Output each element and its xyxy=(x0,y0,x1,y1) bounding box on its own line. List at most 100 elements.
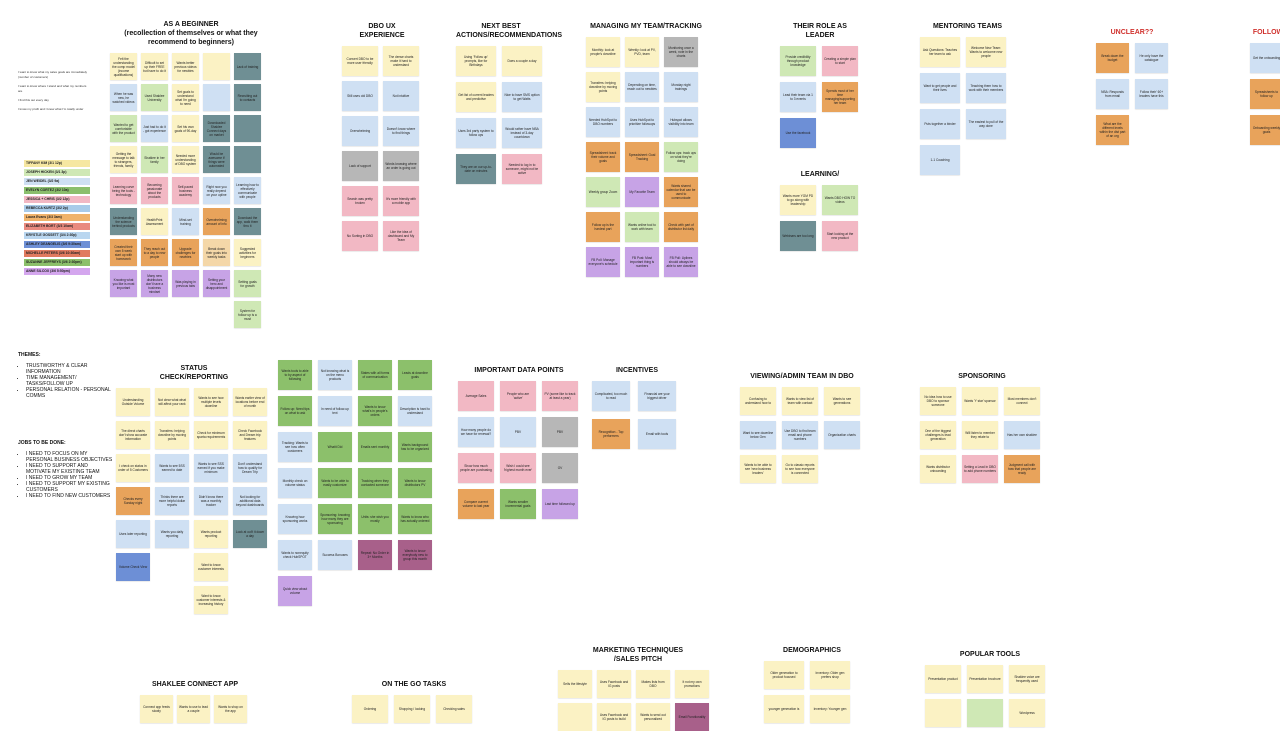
participant: JESSICA + CHRIS (3/2 12p) xyxy=(24,196,90,203)
sticky-note: Wants 'Y star' sponsor xyxy=(962,387,998,415)
sticky-note: Wants to nonequity check HubSPOT xyxy=(278,540,312,570)
participant: ASHLEY DEANGELIS (3/6 9:30am) xyxy=(24,241,90,248)
sticky-note: Understanding Outside Volume xyxy=(116,388,150,416)
sticky-note: Lack of support xyxy=(342,151,378,181)
section: POPULAR TOOLS Presentation product Present… xyxy=(925,650,1055,727)
section: LEARNING/Wants more YGM PD to go along w… xyxy=(780,170,860,251)
section-title: THEIR ROLE AS LEADER xyxy=(793,23,847,39)
sticky-note: Wants shared calendar that can be used t… xyxy=(664,177,698,207)
sticky-note: Many new distributors don't have a busin… xyxy=(141,270,168,297)
sticky-note: Depending on time, reach out to newbies xyxy=(625,72,659,102)
sticky-note: Get list of current leaders and predicti… xyxy=(456,82,496,112)
sticky-note: Get the onboarding xyxy=(1250,43,1280,73)
sticky-note: Becoming passionate about the products xyxy=(141,177,168,204)
sticky-note: Not intuitive xyxy=(383,81,419,111)
sticky-note: Spreadsheet: track their volume and goal… xyxy=(586,142,620,172)
sticky-note: Using 'Follow up' prompts, like for Birt… xyxy=(456,46,496,76)
sticky-note xyxy=(141,301,168,328)
sticky-note: Shaklee in her family xyxy=(141,146,168,173)
sticky-note: Weekly group Zoom xyxy=(586,177,620,207)
sticky-note: OV xyxy=(542,453,578,483)
sticky-note: Wants distributor onboarding xyxy=(920,455,956,483)
sticky-note: Wants online tool to work with team xyxy=(625,212,659,242)
sticky-note xyxy=(203,53,230,80)
sticky-note: Convert DBO to be more user friendly xyxy=(342,46,378,76)
sticky-note: FB Poll: Uplines should always be able t… xyxy=(664,247,698,277)
sticky-note: Want to get people and their lives xyxy=(920,73,960,103)
sticky-note: Understanding the science behind product… xyxy=(110,208,137,235)
section: ON THE GO TASKS Ordering Shopping / lookin… xyxy=(352,680,476,723)
sticky-note: Does a couple a day xyxy=(502,46,542,76)
sticky-note: My Favorite Team xyxy=(625,177,659,207)
sticky-note: It's more friendly with a mobile app xyxy=(383,186,419,216)
sticky-note xyxy=(925,699,961,727)
list-item: I NEED TO GROW MY TEAM xyxy=(26,475,113,481)
sticky-note: FB Post: Most important thing is numbers xyxy=(625,247,659,277)
section: INCENTIVES Complicated, too much to read F… xyxy=(592,366,682,449)
sticky-note: Learning curve being the tools - technol… xyxy=(110,177,137,204)
section: THEIR ROLE AS LEADER Provide credibility … xyxy=(780,22,860,148)
sticky-note: Wants to view list of team with contact xyxy=(782,387,818,415)
sticky-note: Wants to see SSS earned if you make mini… xyxy=(194,454,228,482)
sticky-note: Want to know customer interests & increa… xyxy=(194,586,228,614)
sticky-note: Spreadsheet: Goal Tracking xyxy=(625,142,659,172)
sticky-note: Was playing in previous tabs xyxy=(172,270,199,297)
sticky-note xyxy=(824,455,860,483)
section-title: STATUS CHECK/REPORTING xyxy=(159,365,229,381)
side-note: I find this out every day xyxy=(18,98,49,102)
sticky-note: It not my own promotions xyxy=(675,670,709,698)
participant: JOSEPH HICKEN (3/1 3p) xyxy=(24,169,90,176)
participant: TIFFANY KIM (3/1 12p) xyxy=(24,160,90,167)
sticky-note: Search was pretty broken xyxy=(342,186,378,216)
section: DEMOGRAPHICS Older generation to product … xyxy=(764,646,860,723)
sticky-note: Break down the budget xyxy=(1096,43,1129,73)
sticky-note: Shopping / looking xyxy=(394,695,430,723)
themes: THEMES: TRUSTWORTHY & CLEAR INFORMATIONTI… xyxy=(18,352,113,399)
note-grid: Break down the budget He only have the ca… xyxy=(1096,43,1168,145)
sticky-note: Complicated, too much to read xyxy=(592,381,630,411)
sticky-note: Uses Facebook and IG posts xyxy=(597,670,631,698)
sticky-note: Spreadsheets to follow up xyxy=(1250,79,1280,109)
note-grid: Complicated, too much to read Financial a… xyxy=(592,381,682,449)
sticky-note: Success Bonuses xyxy=(318,540,352,570)
sticky-note: Monthly check on volume status xyxy=(278,468,312,498)
section: FOLLOW Get the onboarding Spreadsheets to … xyxy=(1250,28,1280,145)
sticky-note: Monthly: look at people's downline xyxy=(586,37,620,67)
sticky-note: Would rather have NBA instead of 3-day c… xyxy=(502,118,542,148)
sticky-note: Compare current volume to last year xyxy=(458,489,494,519)
sticky-note: When he was new, he watched videos xyxy=(110,84,137,111)
sticky-note: People who are 'active' xyxy=(500,381,536,411)
sticky-note: Wants earlier view of locations before e… xyxy=(233,388,267,416)
sticky-note: Wanted to get comfortable with the produ… xyxy=(110,115,137,142)
sticky-note: Description is hard to understand xyxy=(398,396,432,426)
sticky-note: Judgment call with how that people are r… xyxy=(1004,455,1040,483)
sticky-note: NBA: Responds from email xyxy=(1096,79,1129,109)
section: SPONSORING No idea how to use DBO to spon… xyxy=(920,372,1044,483)
list-item: TRUSTWORTHY & CLEAR INFORMATION xyxy=(26,363,113,375)
sticky-note: PV (some like to track at least a year) xyxy=(542,381,578,411)
sticky-note: System for follow up is a must xyxy=(234,301,261,328)
note-grid: Average Sales People who are 'active' PV (… xyxy=(458,381,580,519)
sticky-note: Volume Check View xyxy=(116,553,150,581)
sticky-note: Don't understand how to qualify for Drea… xyxy=(233,454,267,482)
sticky-note: Repeat: No Order in 3+ Months xyxy=(358,540,392,570)
section: Wants tools to able to by aspect of foll… xyxy=(278,360,438,606)
note-grid: Understanding Outside Volume Not clear wh… xyxy=(116,388,272,614)
sticky-note: Ordering xyxy=(352,695,388,723)
sticky-note: Uses 3rd party system to follow ups xyxy=(456,118,496,148)
sticky-note: No idea how to use DBO to sponsor someon… xyxy=(920,387,956,415)
sticky-note: Not clear what what will affect your ran… xyxy=(155,388,189,416)
list-item: TIME MANAGEMENT/ TASKS/FOLLOW UP xyxy=(26,375,113,387)
sticky-note: Wants to see 5SS earned to date xyxy=(155,454,189,482)
section-title: DBO UX EXPERIENCE xyxy=(359,23,405,39)
participant: SUZANNE JEFFREYS (3/6 2:30pm) xyxy=(24,259,90,266)
section: MENTORING TEAMS Ask Questions: Teaches he… xyxy=(920,22,1015,175)
sticky-note: Difficult to set up their FREE but have … xyxy=(141,53,168,80)
note-grid: Felt the understanding the comp model (i… xyxy=(110,53,272,328)
jobs: JOBS TO BE DONE: I NEED TO FOCUS ON MY PE… xyxy=(18,440,113,499)
section: STATUS CHECK/REPORTING Understanding Outs… xyxy=(116,364,272,614)
sticky-note: Look at out't it down a day xyxy=(233,520,267,548)
sticky-note: Email Functionality xyxy=(675,703,709,731)
sticky-note: Would be awesome if things were automate… xyxy=(203,146,230,173)
sticky-note: I check on status in order of 5 Customer… xyxy=(116,454,150,482)
